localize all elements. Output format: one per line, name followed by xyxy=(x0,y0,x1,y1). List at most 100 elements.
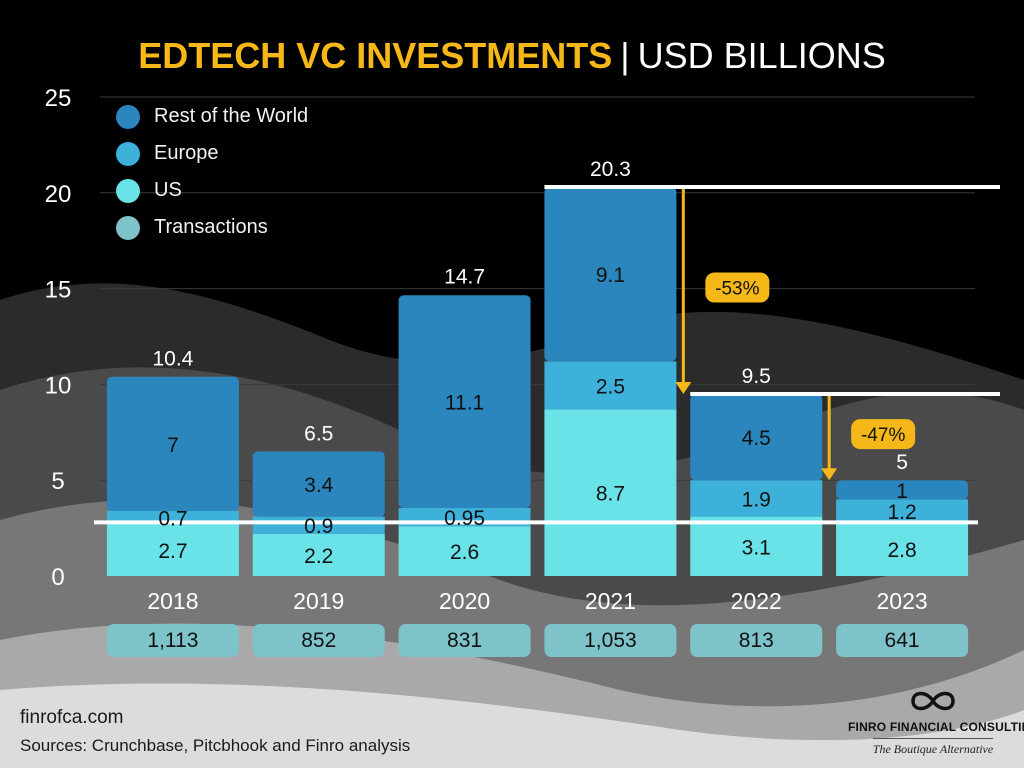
bar-segment-rest-of-the-world xyxy=(836,480,969,500)
segment-value-label: 0.95 xyxy=(444,507,485,530)
brand-name: FINRO FINANCIAL CONSULTING xyxy=(848,720,1024,734)
transactions-pill xyxy=(106,624,239,657)
y-tick-label: 15 xyxy=(45,277,72,304)
transactions-pill xyxy=(836,624,969,657)
segment-value-label: 8.7 xyxy=(596,483,625,506)
segment-value-label: 4.5 xyxy=(742,427,771,450)
transactions-value: 1,053 xyxy=(584,629,637,652)
bar-segment-us xyxy=(398,526,531,576)
total-value-label: 6.5 xyxy=(304,422,333,445)
legend-item-europe: Europe xyxy=(116,135,308,172)
bar-segment-us xyxy=(106,524,239,576)
segment-value-label: 1.2 xyxy=(887,501,916,524)
title-unit: USD BILLIONS xyxy=(637,35,886,76)
bar-segment-rest-of-the-world xyxy=(106,376,239,511)
bar-segment-us xyxy=(544,409,677,576)
bar-segment-us xyxy=(252,533,385,576)
segment-value-label: 2.6 xyxy=(450,541,479,564)
brand-logo: FINRO FINANCIAL CONSULTING The Boutique … xyxy=(848,688,1024,758)
transactions-pill xyxy=(398,624,531,657)
legend-swatch-us xyxy=(116,178,140,203)
segment-value-label: 3.4 xyxy=(304,474,334,497)
legend-label: US xyxy=(154,179,182,201)
bar-segment-europe xyxy=(544,361,677,410)
y-axis: 0 5 10 15 20 25 xyxy=(45,85,72,591)
transactions-value: 813 xyxy=(739,629,774,652)
total-value-label: 5 xyxy=(896,451,908,474)
transactions-value: 641 xyxy=(885,629,920,652)
annotation-badge xyxy=(851,419,916,450)
legend-label: Europe xyxy=(154,142,219,164)
reference-lines xyxy=(94,185,1000,525)
footer-url[interactable]: finrofca.com xyxy=(20,707,124,728)
bar-segment-europe xyxy=(836,499,969,523)
bar-segment-us xyxy=(836,522,969,576)
y-tick-label: 20 xyxy=(45,181,72,208)
annotation-badge xyxy=(705,272,770,303)
legend-swatch-transactions xyxy=(116,215,140,240)
y-tick-label: 5 xyxy=(51,468,64,495)
annotation-label: -53% xyxy=(715,279,759,300)
bar-segment-us xyxy=(690,516,823,576)
bar-segment-rest-of-the-world xyxy=(690,393,823,481)
legend-swatch-europe xyxy=(116,141,140,166)
title-main: EDTECH VC INVESTMENTS xyxy=(138,35,613,76)
segment-value-label: 2.8 xyxy=(887,539,916,562)
legend: Rest of the World Europe US Transactions xyxy=(116,98,308,246)
y-tick-label: 0 xyxy=(51,564,64,591)
transactions-value: 831 xyxy=(447,629,482,652)
total-value-label: 14.7 xyxy=(444,265,485,288)
segment-value-label: 0.7 xyxy=(158,508,187,531)
annotation-arrowhead xyxy=(821,468,838,481)
segment-value-label: 2.7 xyxy=(158,540,187,563)
x-tick-label: 2019 xyxy=(293,588,344,614)
brand-tagline: The Boutique Alternative xyxy=(872,738,994,757)
x-tick-label: 2022 xyxy=(731,588,782,614)
legend-item-transactions: Transactions xyxy=(116,209,308,246)
annotations: -53% -47% xyxy=(675,189,916,481)
x-tick-label: 2021 xyxy=(585,588,636,614)
y-tick-label: 25 xyxy=(45,85,72,112)
segment-value-label: 11.1 xyxy=(445,392,484,415)
infinity-icon xyxy=(911,691,955,711)
y-tick-label: 10 xyxy=(45,372,72,399)
legend-item-us: US xyxy=(116,172,308,209)
total-value-label: 9.5 xyxy=(742,365,771,388)
bar-segment-rest-of-the-world xyxy=(252,451,385,517)
legend-item-rest-of-world: Rest of the World xyxy=(116,98,308,135)
segment-value-label: 3.1 xyxy=(742,536,771,559)
transactions-pill xyxy=(690,624,823,657)
annotation-label: -47% xyxy=(861,425,905,446)
transactions-pill xyxy=(544,624,677,657)
segment-value-label: 0.9 xyxy=(304,515,333,538)
data-labels: 2.7 0.7 7 10.4 2.2 0.9 3.4 6.5 2.6 0.95 11.1 14.7 8.… xyxy=(152,158,916,568)
transactions-value: 1,113 xyxy=(147,629,198,652)
segment-value-label: 1.9 xyxy=(742,488,771,511)
bar-segment-europe xyxy=(690,480,823,517)
title-separator: | xyxy=(620,35,630,76)
total-value-label: 20.3 xyxy=(590,158,631,181)
bar-segment-rest-of-the-world xyxy=(544,187,677,362)
transactions-row: 1,113 852 831 1,053 813 641 xyxy=(106,624,969,657)
segment-value-label: 2.5 xyxy=(596,375,625,398)
annotation-arrowhead xyxy=(675,381,692,394)
x-tick-label: 2020 xyxy=(439,588,490,614)
footer-sources: Sources: Crunchbase, Pitcbhook and Finro… xyxy=(20,736,411,755)
legend-label: Rest of the World xyxy=(154,105,309,127)
chart-title: EDTECH VC INVESTMENTS | USD BILLIONS xyxy=(0,34,1024,78)
segment-value-label: 9.1 xyxy=(596,264,625,287)
legend-swatch-rest-of-world xyxy=(116,104,140,129)
segment-value-label: 7 xyxy=(167,434,179,457)
x-tick-label: 2023 xyxy=(876,588,927,614)
x-tick-label: 2018 xyxy=(147,588,198,614)
legend-label: Transactions xyxy=(154,216,268,238)
segment-value-label: 2.2 xyxy=(304,545,333,568)
segment-value-label: 1 xyxy=(896,480,908,503)
x-axis: 2018 2019 2020 2021 2022 2023 xyxy=(147,588,927,614)
bars xyxy=(106,187,969,576)
transactions-value: 852 xyxy=(301,629,336,652)
transactions-pill xyxy=(252,624,385,657)
total-value-label: 10.4 xyxy=(152,348,193,371)
